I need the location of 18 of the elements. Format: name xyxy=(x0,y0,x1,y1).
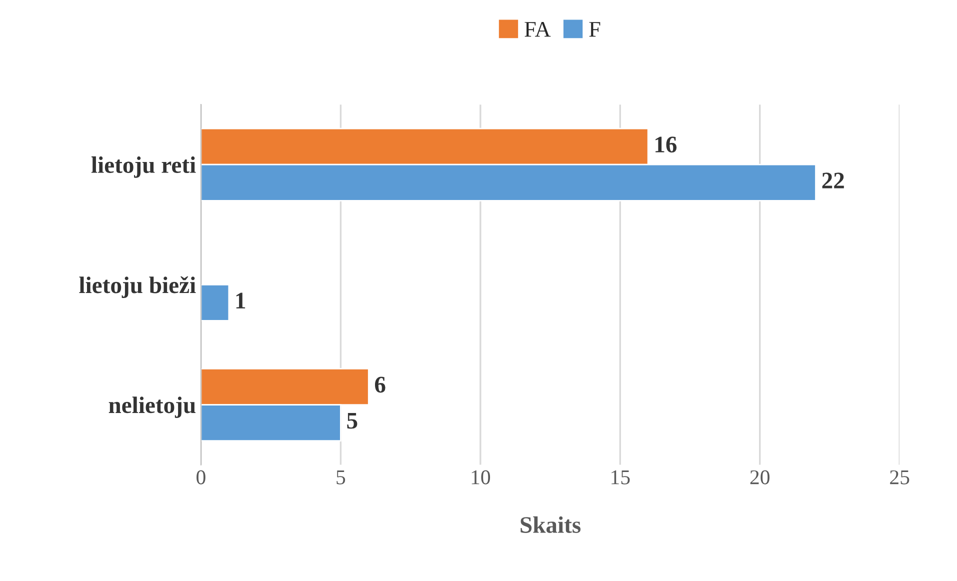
x-axis-title: Skaits xyxy=(520,516,581,533)
data-label: 22 xyxy=(822,172,844,188)
x-tick-label: 20 xyxy=(750,470,770,484)
x-tick-label: 5 xyxy=(336,470,346,484)
data-label: 1 xyxy=(236,292,246,308)
x-tick-label: 25 xyxy=(890,470,910,484)
y-tick-label: lietoju bieži xyxy=(79,276,196,298)
legend-label: FA xyxy=(524,22,551,37)
bar xyxy=(200,284,230,322)
data-label: 16 xyxy=(656,136,677,153)
x-tick-label: 0 xyxy=(196,470,206,484)
x-tick-label: 15 xyxy=(612,470,630,484)
data-label: 5 xyxy=(347,412,358,429)
data-label: 6 xyxy=(375,376,386,393)
x-tick-label: 10 xyxy=(472,470,490,484)
y-tick-label: nelietoju xyxy=(108,396,196,418)
y-tick-label: lietoju reti xyxy=(91,156,196,178)
legend-label: F xyxy=(589,22,600,37)
